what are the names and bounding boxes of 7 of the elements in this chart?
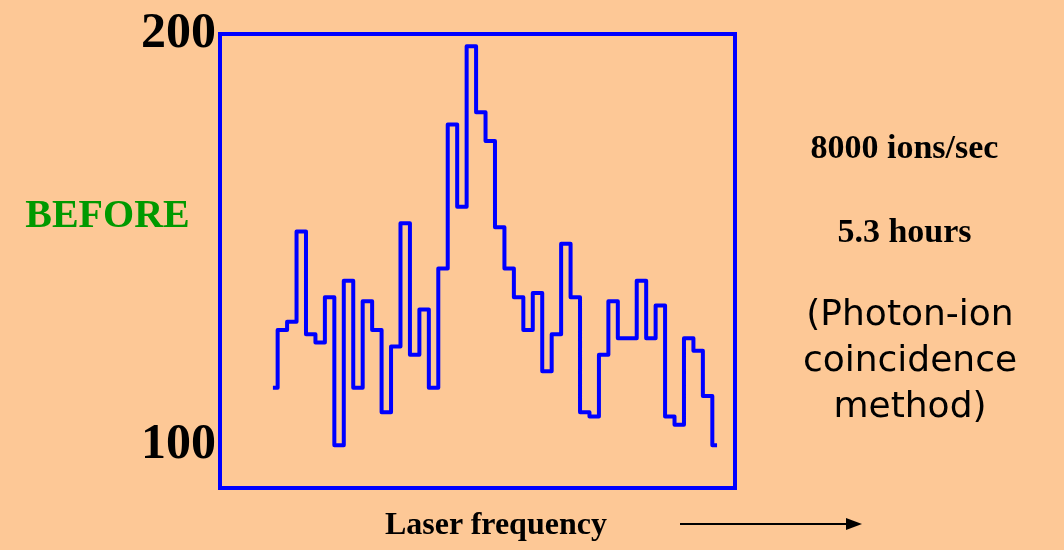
text: 8000 ions/sec bbox=[809, 128, 1000, 166]
text: 5.3 hours bbox=[836, 212, 973, 250]
text: BEFORE bbox=[24, 190, 191, 237]
x-axis-title: Laser frequency bbox=[385, 505, 607, 542]
y-tick-label: 100 bbox=[141, 413, 216, 470]
y-tick-label: 200 bbox=[141, 1, 216, 58]
text: (Photon-ion coincidence method) bbox=[801, 291, 1019, 427]
